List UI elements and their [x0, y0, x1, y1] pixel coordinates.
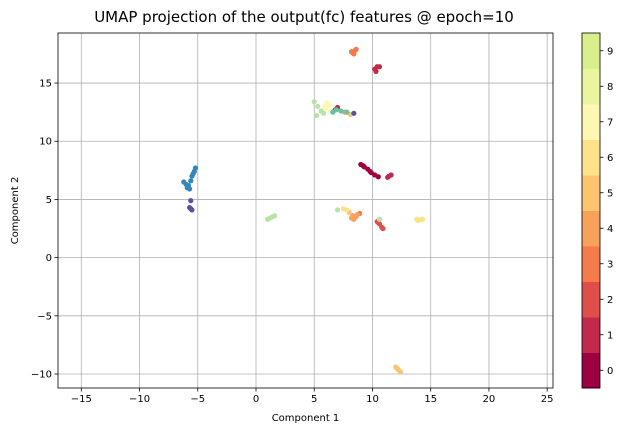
data-point: [351, 110, 357, 116]
x-tick-label: −15: [71, 394, 92, 405]
x-axis: −15 −10 −5 0 5 10 15 20 25: [71, 388, 554, 405]
colorbar-segment: [582, 175, 600, 211]
data-point: [330, 109, 336, 115]
colorbar-tick-label: 7: [607, 117, 613, 128]
y-tick-label: 0: [46, 253, 52, 264]
data-point: [187, 186, 193, 192]
colorbar-tick-label: 3: [607, 259, 613, 270]
data-point: [326, 102, 332, 108]
x-tick-label: 0: [253, 394, 259, 405]
colorbar-segment: [582, 139, 600, 176]
colorbar-segment: [582, 33, 600, 69]
data-point: [344, 109, 350, 115]
data-point: [192, 165, 199, 171]
data-point: [419, 216, 426, 222]
data-point: [348, 49, 355, 55]
data-point: [415, 217, 421, 223]
data-point: [188, 178, 194, 184]
data-point: [375, 174, 381, 180]
data-point: [187, 204, 193, 211]
x-tick-label: 25: [541, 394, 554, 405]
data-point: [334, 207, 341, 213]
y-axis: −10 −5 0 5 10 15: [31, 79, 58, 381]
data-point: [311, 99, 317, 105]
data-point: [315, 103, 321, 109]
colorbar-tick-label: 5: [607, 188, 613, 199]
y-tick-label: 10: [39, 137, 52, 148]
colorbar-segment: [582, 210, 600, 247]
colorbar-frame: [581, 32, 601, 389]
y-tick-label: −5: [37, 311, 52, 322]
y-axis-label: Component 2: [10, 177, 21, 245]
data-point: [353, 46, 359, 52]
colorbar-tick-label: 2: [607, 295, 613, 306]
colorbar: 0 1 2 3 4 5 6 7 8 9: [581, 32, 613, 389]
y-tick-label: 15: [39, 79, 52, 90]
grid: [58, 33, 553, 388]
data-point: [386, 173, 392, 179]
colorbar-segment: [582, 352, 600, 389]
data-point: [397, 369, 404, 375]
colorbar-segment: [582, 246, 600, 282]
colorbar-segment: [582, 281, 600, 318]
colorbar-tick-label: 9: [607, 46, 613, 57]
plot-frame: [57, 32, 554, 389]
points-layer: [181, 46, 426, 375]
data-point: [376, 64, 383, 70]
data-point: [190, 171, 196, 177]
data-point: [350, 213, 356, 219]
data-point: [394, 365, 400, 371]
data-point: [344, 207, 350, 213]
data-point: [367, 168, 373, 175]
data-point: [323, 106, 329, 112]
data-point: [338, 108, 344, 114]
colorbar-tick-label: 0: [607, 366, 613, 377]
data-point: [313, 113, 320, 119]
x-axis-label: Component 1: [272, 413, 340, 424]
y-tick-label: 5: [46, 195, 52, 206]
x-tick-label: −5: [190, 394, 205, 405]
x-tick-label: 15: [424, 394, 437, 405]
x-tick-label: −10: [129, 394, 150, 405]
colorbar-tick-label: 8: [607, 82, 613, 93]
colorbar-segment: [582, 317, 600, 353]
y-tick-label: −10: [31, 370, 52, 381]
data-point: [380, 225, 386, 232]
colorbar-tick-label: 6: [607, 153, 613, 164]
x-tick-label: 10: [366, 394, 379, 405]
data-point: [272, 213, 278, 219]
data-point: [373, 68, 379, 75]
data-point: [320, 110, 327, 116]
x-tick-label: 20: [483, 394, 496, 405]
data-point: [376, 216, 383, 222]
x-tick-label: 5: [311, 394, 317, 405]
colorbar-segment: [582, 104, 600, 140]
data-point: [188, 198, 194, 204]
data-point: [354, 211, 360, 218]
chart-title: UMAP projection of the output(fc) featur…: [94, 8, 514, 26]
colorbar-tick-label: 1: [607, 330, 613, 341]
data-point: [360, 163, 366, 169]
colorbar-tick-label: 4: [607, 224, 613, 235]
colorbar-segment: [582, 68, 600, 105]
